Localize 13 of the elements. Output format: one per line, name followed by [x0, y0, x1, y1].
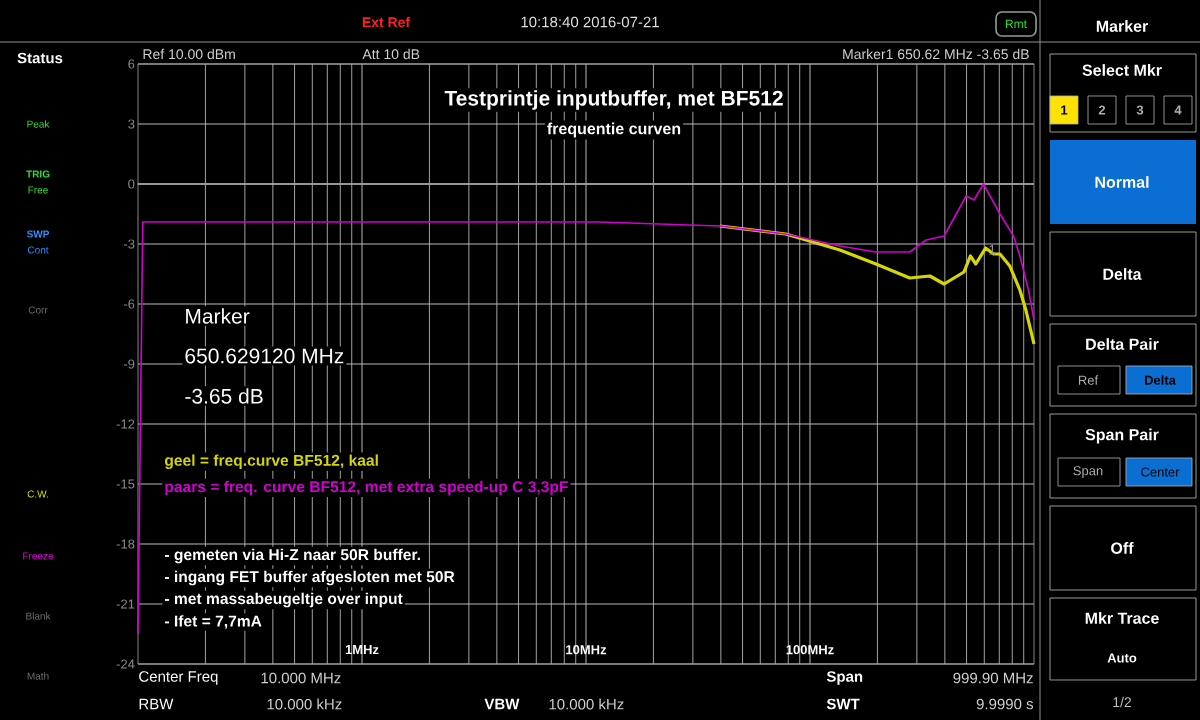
annotation: 650.629120 MHz	[185, 348, 344, 364]
annotation: Marker	[186, 308, 250, 324]
text: frequentie curven	[547, 122, 681, 138]
text: Off	[1111, 542, 1134, 554]
text: Delta	[1103, 268, 1142, 280]
text: Span Pair	[1085, 428, 1159, 444]
text: Normal	[1095, 176, 1149, 188]
text: Select Mkr	[1082, 64, 1162, 76]
annotation: -3.65 dB	[185, 388, 263, 404]
text: Delta Pair	[1086, 338, 1159, 350]
text: Marker	[1096, 20, 1148, 32]
text: Mkr Trace	[1085, 612, 1159, 624]
text: Testprintje inputbuffer, met BF512	[444, 90, 783, 110]
